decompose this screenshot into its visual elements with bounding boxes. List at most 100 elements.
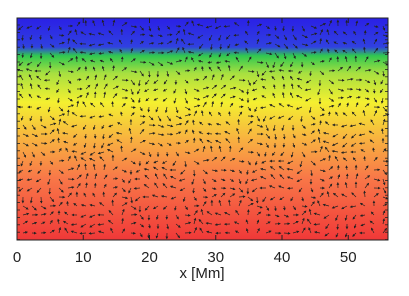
flow-arrow (192, 119, 195, 126)
flow-arrow (153, 97, 159, 101)
flow-arrow (161, 167, 168, 171)
flow-arrow (76, 182, 81, 189)
flow-arrow (273, 84, 276, 90)
flow-arrow (283, 214, 290, 218)
flow-arrow (139, 40, 144, 45)
flow-arrow (184, 221, 192, 225)
flow-arrow (112, 177, 119, 181)
flow-arrow (82, 101, 87, 108)
flow-arrow (342, 42, 348, 45)
flow-arrow (202, 201, 207, 207)
flow-arrow (305, 97, 312, 102)
flow-arrow (92, 163, 96, 171)
flow-arrow (202, 75, 208, 81)
flow-arrow (245, 30, 249, 36)
flow-arrow (235, 56, 240, 63)
flow-arrow (137, 88, 141, 95)
flow-arrow (326, 190, 330, 198)
flow-arrow (156, 214, 159, 220)
flow-arrow (26, 61, 33, 66)
flow-arrow (18, 187, 24, 192)
flow-arrow (58, 201, 63, 207)
flow-arrow (36, 61, 42, 68)
flow-arrow (229, 102, 234, 108)
flow-arrow (373, 59, 381, 63)
flow-arrow (169, 185, 177, 189)
flow-arrow (300, 115, 303, 123)
flow-arrow (166, 142, 172, 146)
flow-arrow (362, 38, 366, 45)
flow-arrow (328, 166, 334, 171)
flow-arrow (369, 220, 375, 225)
flow-arrow (310, 201, 315, 207)
flow-arrow (88, 231, 96, 235)
flow-arrow (36, 187, 42, 193)
flow-arrow (36, 75, 42, 81)
flow-arrow (72, 47, 78, 54)
flow-arrow (382, 196, 389, 200)
flow-arrow (47, 178, 51, 186)
flow-arrow (139, 232, 143, 238)
flow-arrow (247, 138, 253, 144)
flow-arrow (193, 148, 200, 153)
flow-arrow (373, 97, 377, 103)
flow-arrow (22, 43, 25, 50)
y-minor-ticks (17, 24, 388, 241)
flow-arrow (166, 223, 170, 230)
flow-arrow (272, 61, 276, 69)
flow-arrow (101, 142, 105, 149)
flow-arrow (99, 156, 105, 162)
flow-arrow (364, 79, 371, 83)
flow-arrow (246, 88, 250, 95)
flow-arrow (319, 158, 327, 162)
flow-arrow (26, 187, 33, 192)
flow-arrow (227, 64, 231, 72)
flow-arrow (200, 208, 204, 216)
flow-arrow (67, 97, 73, 102)
flow-arrow (98, 230, 105, 234)
flow-arrow (206, 139, 213, 144)
flow-arrow (134, 196, 141, 202)
flow-arrow (351, 111, 357, 117)
flow-arrow (112, 19, 116, 27)
flow-arrow (264, 151, 267, 157)
flow-arrow (67, 46, 71, 54)
flow-arrow (370, 119, 375, 126)
flow-arrow (116, 139, 123, 144)
flow-arrow (139, 151, 146, 155)
flow-arrow (220, 101, 224, 108)
flow-arrow (305, 79, 312, 84)
flow-arrow (208, 66, 213, 72)
flow-arrow (130, 88, 134, 96)
flow-arrow (71, 124, 78, 128)
flow-arrow (37, 169, 42, 174)
flow-arrow (84, 163, 87, 171)
flow-arrow (214, 25, 222, 29)
flow-arrow (319, 38, 322, 45)
flow-arrow (148, 51, 156, 55)
flow-arrow (67, 30, 72, 36)
flow-arrow (351, 192, 357, 198)
flow-arrow (215, 140, 222, 144)
flow-arrow (373, 31, 379, 36)
flow-arrow (310, 160, 316, 166)
flow-arrow (265, 133, 271, 139)
flow-arrow (79, 51, 87, 54)
flow-arrow (80, 31, 87, 36)
flow-arrow (147, 70, 151, 78)
flow-arrow (103, 174, 108, 180)
flow-arrow (317, 128, 321, 135)
flow-arrow (89, 151, 96, 156)
flow-arrow (166, 40, 173, 45)
flow-arrow (260, 176, 267, 180)
flow-arrow (152, 205, 159, 210)
flow-arrow (148, 132, 156, 135)
flow-arrow (166, 25, 171, 30)
flow-arrow (256, 61, 264, 64)
flow-arrow (22, 231, 29, 234)
flow-arrow (130, 39, 133, 45)
flow-arrow (200, 110, 204, 117)
flow-arrow (62, 120, 69, 126)
flow-arrow (229, 178, 235, 182)
flow-arrow (101, 124, 105, 130)
